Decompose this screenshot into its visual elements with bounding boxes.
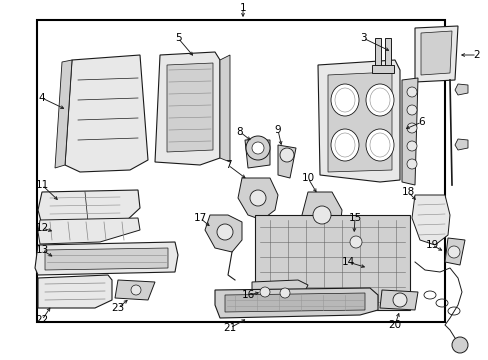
Polygon shape <box>454 139 467 150</box>
Polygon shape <box>38 275 112 308</box>
Polygon shape <box>454 84 467 95</box>
Circle shape <box>392 293 406 307</box>
Polygon shape <box>167 63 213 152</box>
Circle shape <box>447 246 459 258</box>
Polygon shape <box>307 235 337 265</box>
Text: 18: 18 <box>401 187 414 197</box>
Circle shape <box>406 123 416 133</box>
Polygon shape <box>204 215 242 252</box>
Circle shape <box>249 190 265 206</box>
Circle shape <box>245 136 269 160</box>
Text: 13: 13 <box>35 245 48 255</box>
Circle shape <box>131 285 141 295</box>
Circle shape <box>349 236 361 248</box>
Polygon shape <box>401 78 417 185</box>
Text: 6: 6 <box>418 117 425 127</box>
Circle shape <box>280 148 293 162</box>
Polygon shape <box>345 230 367 255</box>
Text: 9: 9 <box>274 125 281 135</box>
Text: 22: 22 <box>35 315 48 325</box>
Polygon shape <box>35 242 178 275</box>
Circle shape <box>406 87 416 97</box>
Bar <box>384 38 390 68</box>
Text: 15: 15 <box>347 213 361 223</box>
Polygon shape <box>327 72 391 172</box>
Polygon shape <box>220 55 229 162</box>
Text: 1: 1 <box>239 3 246 13</box>
Polygon shape <box>251 280 307 305</box>
Ellipse shape <box>369 133 389 157</box>
Text: 5: 5 <box>174 33 181 43</box>
Circle shape <box>312 206 330 224</box>
Polygon shape <box>155 52 220 165</box>
Circle shape <box>217 224 232 240</box>
Bar <box>371 65 393 73</box>
Circle shape <box>406 159 416 169</box>
Polygon shape <box>317 60 399 182</box>
Text: 4: 4 <box>39 93 45 103</box>
Polygon shape <box>115 280 155 300</box>
Bar <box>374 38 380 68</box>
Ellipse shape <box>330 129 358 161</box>
Circle shape <box>280 288 289 298</box>
Text: 8: 8 <box>236 127 243 137</box>
Bar <box>37 20 444 322</box>
Ellipse shape <box>334 133 354 157</box>
Polygon shape <box>302 192 341 240</box>
Bar <box>254 215 409 310</box>
Ellipse shape <box>365 129 393 161</box>
Polygon shape <box>444 238 464 265</box>
Text: 21: 21 <box>223 323 236 333</box>
Polygon shape <box>65 55 148 172</box>
Text: 10: 10 <box>301 173 314 183</box>
Text: 7: 7 <box>224 160 231 170</box>
Polygon shape <box>420 31 451 75</box>
Text: 12: 12 <box>35 223 48 233</box>
Polygon shape <box>215 288 377 318</box>
Text: 3: 3 <box>359 33 366 43</box>
Polygon shape <box>55 60 72 168</box>
Ellipse shape <box>334 88 354 112</box>
Circle shape <box>251 142 264 154</box>
Circle shape <box>406 141 416 151</box>
Ellipse shape <box>365 84 393 116</box>
Text: 16: 16 <box>241 290 254 300</box>
Polygon shape <box>238 178 278 220</box>
Circle shape <box>406 105 416 115</box>
Text: 17: 17 <box>193 213 206 223</box>
Polygon shape <box>38 218 140 244</box>
Polygon shape <box>278 145 295 178</box>
Text: 23: 23 <box>111 303 124 313</box>
Polygon shape <box>224 293 364 312</box>
Polygon shape <box>411 195 449 245</box>
Polygon shape <box>244 140 269 168</box>
Text: 20: 20 <box>387 320 401 330</box>
Text: 11: 11 <box>35 180 48 190</box>
Text: 2: 2 <box>473 50 479 60</box>
Circle shape <box>451 337 467 353</box>
Polygon shape <box>45 248 168 270</box>
Polygon shape <box>38 190 140 225</box>
Polygon shape <box>379 290 417 310</box>
Circle shape <box>260 287 269 297</box>
Polygon shape <box>414 26 457 82</box>
Ellipse shape <box>330 84 358 116</box>
Text: 19: 19 <box>425 240 438 250</box>
Text: 14: 14 <box>341 257 354 267</box>
Ellipse shape <box>369 88 389 112</box>
